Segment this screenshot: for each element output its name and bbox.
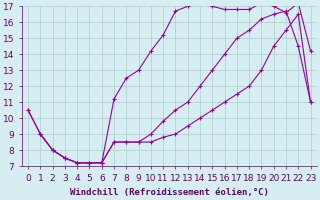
X-axis label: Windchill (Refroidissement éolien,°C): Windchill (Refroidissement éolien,°C) (70, 188, 269, 197)
